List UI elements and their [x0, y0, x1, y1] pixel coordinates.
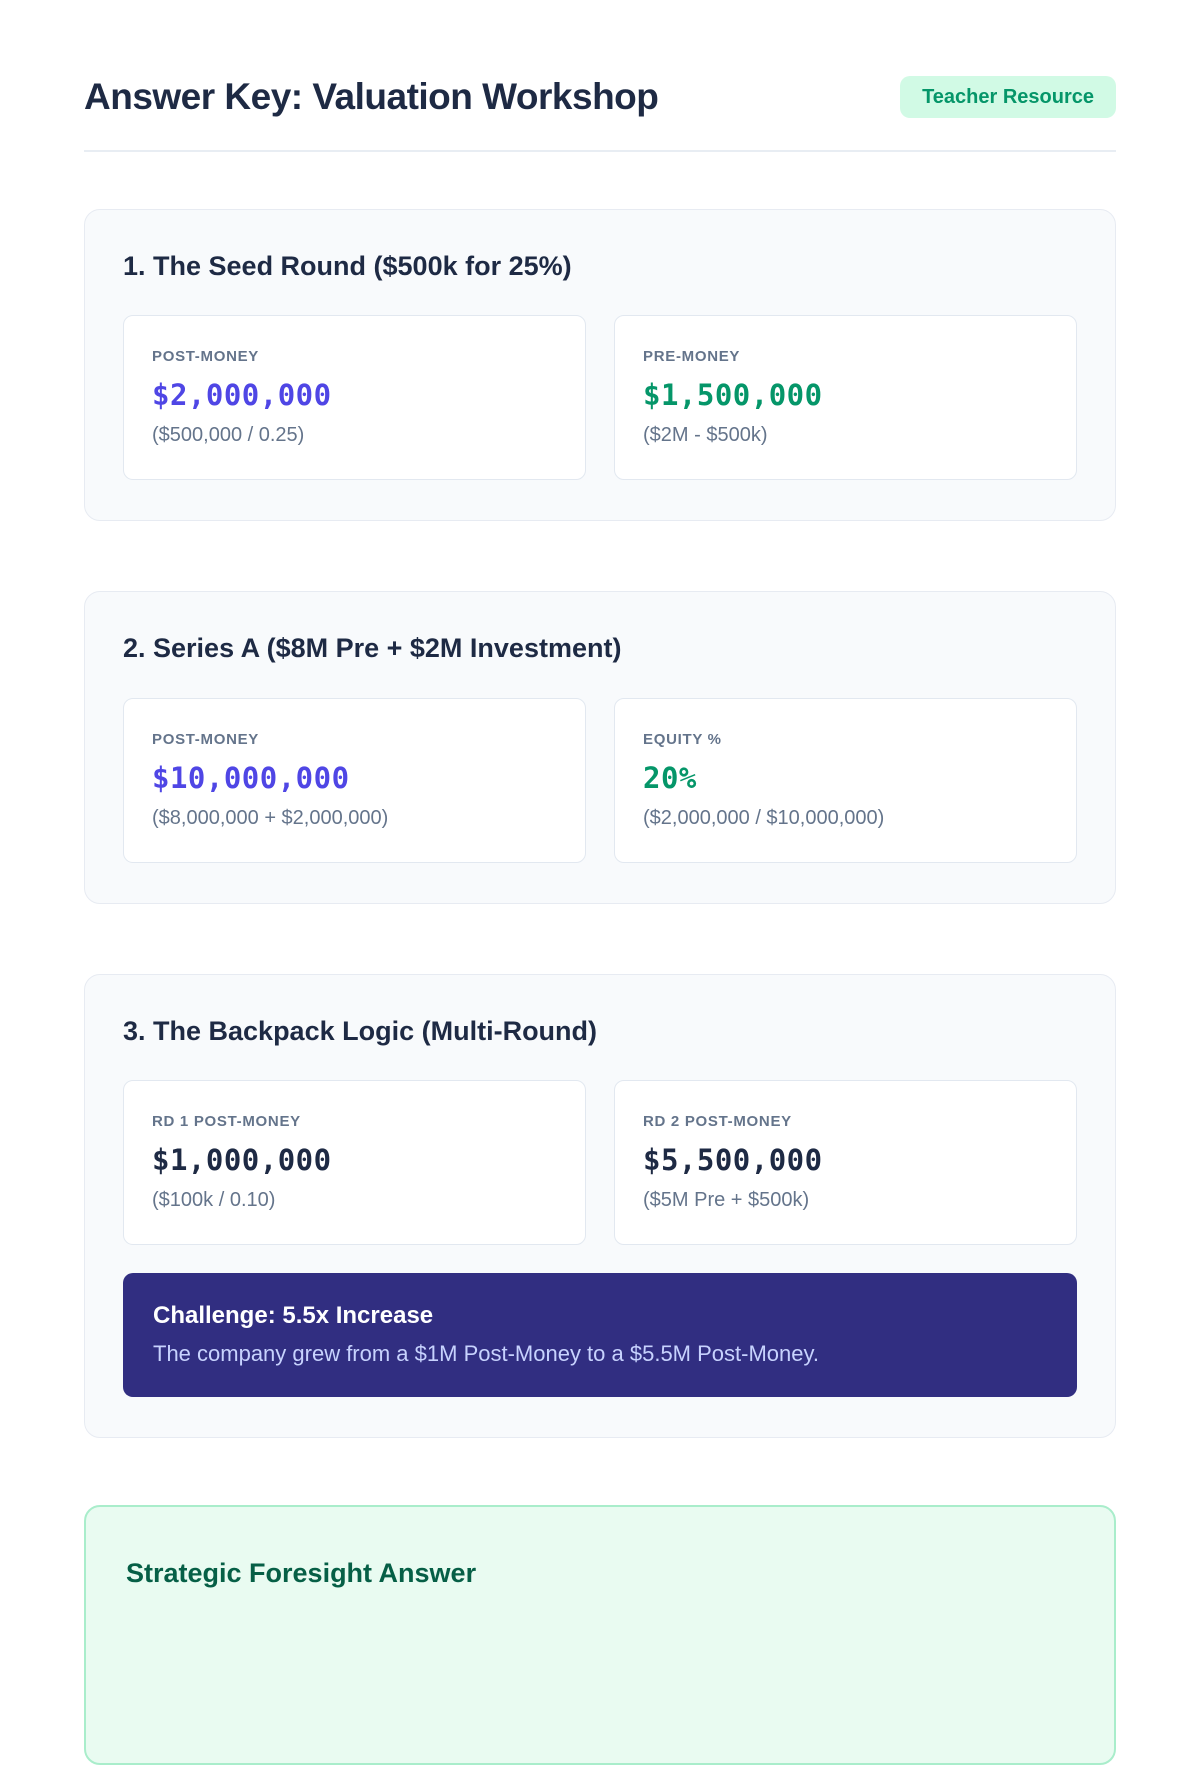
- stat-value: $1,500,000: [643, 378, 823, 413]
- section-seed-round: 1. The Seed Round ($500k for 25%) POST-M…: [84, 208, 1116, 522]
- section-backpack-logic: 3. The Backpack Logic (Multi-Round) RD 1…: [84, 973, 1116, 1438]
- section-series-a: 2. Series A ($8M Pre + $2M Investment) P…: [84, 591, 1116, 904]
- page-header: Answer Key: Valuation Workshop Teacher R…: [84, 76, 1116, 119]
- stat-label: EQUITY %: [643, 730, 722, 748]
- series-a-card-row: POST-MONEY $10,000,000 ($8,000,000 + $2,…: [123, 697, 1077, 863]
- stat-value: $2,000,000: [152, 378, 332, 413]
- challenge-banner: Challenge: 5.5x Increase The company gre…: [123, 1273, 1077, 1397]
- stat-formula: ($2M - $500k): [643, 424, 768, 447]
- stat-card-series-a-post-money: POST-MONEY $10,000,000 ($8,000,000 + $2,…: [123, 697, 586, 863]
- stat-formula: ($100k / 0.10): [152, 1189, 276, 1212]
- stat-value: $5,500,000: [643, 1143, 823, 1178]
- page-title: Answer Key: Valuation Workshop: [84, 76, 659, 117]
- stat-formula: ($8,000,000 + $2,000,000): [152, 806, 389, 829]
- stat-card-seed-pre-money: PRE-MONEY $1,500,000 ($2M - $500k): [614, 315, 1077, 481]
- stat-card-seed-post-money: POST-MONEY $2,000,000 ($500,000 / 0.25): [123, 315, 586, 481]
- stat-value: $10,000,000: [152, 760, 350, 795]
- seed-round-card-row: POST-MONEY $2,000,000 ($500,000 / 0.25) …: [123, 315, 1077, 481]
- strategic-foresight-heading: Strategic Foresight Answer: [126, 1557, 477, 1588]
- challenge-body: The company grew from a $1M Post-Money t…: [153, 1341, 819, 1367]
- section-backpack-logic-heading: 3. The Backpack Logic (Multi-Round): [123, 1015, 598, 1046]
- stat-label: PRE-MONEY: [643, 348, 741, 366]
- section-seed-round-heading: 1. The Seed Round ($500k for 25%): [123, 250, 572, 281]
- header-divider: [84, 149, 1116, 152]
- stat-label: POST-MONEY: [152, 730, 260, 748]
- stat-label: RD 1 POST-MONEY: [152, 1113, 301, 1131]
- teacher-resource-badge: Teacher Resource: [900, 76, 1116, 118]
- stat-formula: ($5M Pre + $500k): [643, 1189, 810, 1212]
- stat-formula: ($2,000,000 / $10,000,000): [643, 806, 885, 829]
- stat-label: RD 2 POST-MONEY: [643, 1113, 792, 1131]
- challenge-title: Challenge: 5.5x Increase: [153, 1302, 434, 1330]
- section-series-a-heading: 2. Series A ($8M Pre + $2M Investment): [123, 633, 622, 664]
- stat-formula: ($500,000 / 0.25): [152, 424, 305, 447]
- stat-card-rd1-post-money: RD 1 POST-MONEY $1,000,000 ($100k / 0.10…: [123, 1080, 586, 1246]
- stat-value: 20%: [643, 760, 697, 795]
- backpack-card-row: RD 1 POST-MONEY $1,000,000 ($100k / 0.10…: [123, 1080, 1077, 1246]
- stat-label: POST-MONEY: [152, 348, 260, 366]
- stat-value: $1,000,000: [152, 1143, 332, 1178]
- stat-card-rd2-post-money: RD 2 POST-MONEY $5,500,000 ($5M Pre + $5…: [614, 1080, 1077, 1246]
- stat-card-series-a-equity: EQUITY % 20% ($2,000,000 / $10,000,000): [614, 697, 1077, 863]
- section-strategic-foresight: Strategic Foresight Answer: [84, 1504, 1116, 1765]
